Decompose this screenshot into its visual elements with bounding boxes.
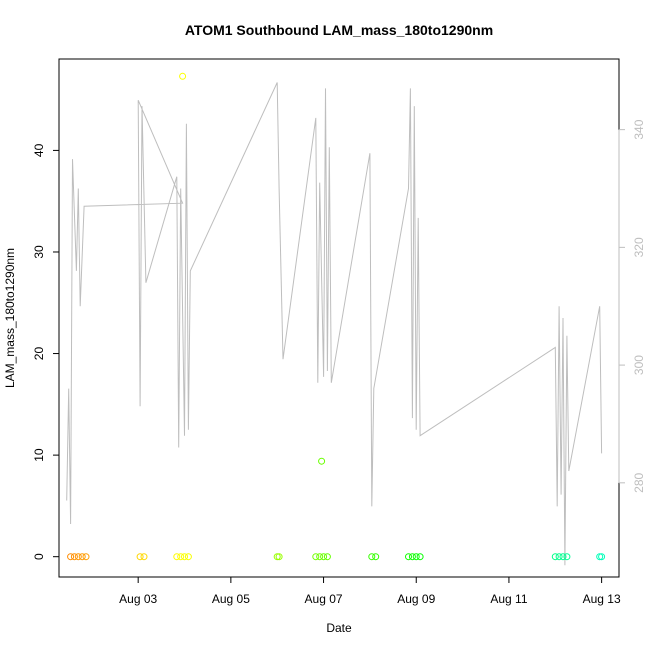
data-point: [179, 72, 187, 80]
chart-title: ATOM1 Southbound LAM_mass_180to1290nm: [185, 22, 493, 38]
data-point: [555, 553, 563, 561]
data-point: [551, 553, 559, 561]
line-series-right-axis: [66, 82, 603, 566]
data-point: [181, 553, 188, 561]
data-point: [408, 553, 416, 561]
data-point: [70, 553, 78, 561]
data-point: [563, 553, 571, 561]
x-axis: Aug 03 Aug 05 Aug 07 Aug 09 Aug 11 Aug 13: [119, 576, 621, 606]
y-axis-label: LAM_mass_180to1290nm: [3, 248, 17, 388]
x-tick-label: Aug 07: [305, 592, 343, 606]
x-tick-label: Aug 03: [119, 592, 157, 606]
y2-axis: 280 300 320 340: [618, 119, 646, 493]
data-point: [275, 553, 283, 561]
data-point: [598, 553, 606, 561]
data-point: [318, 457, 326, 465]
x-tick-label: Aug 11: [490, 592, 527, 606]
data-point: [559, 553, 567, 561]
data-point: [596, 553, 604, 561]
y-tick-label: 10: [32, 448, 46, 462]
data-point: [368, 553, 376, 561]
x-tick-label: Aug 13: [583, 592, 621, 606]
y2-tick-label: 300: [632, 355, 646, 375]
data-point: [184, 553, 192, 561]
y-tick-label: 40: [32, 143, 46, 157]
x-tick-label: Aug 05: [212, 592, 250, 606]
y-tick-label: 30: [32, 245, 46, 259]
scatter-points: [67, 72, 606, 561]
y2-tick-label: 280: [632, 472, 646, 492]
data-point: [312, 553, 320, 561]
data-point: [67, 553, 75, 561]
y-axis: 0 10 20 30 40: [32, 143, 60, 560]
y-tick-label: 20: [32, 347, 46, 361]
data-point: [136, 553, 144, 561]
data-point: [372, 553, 380, 561]
data-point: [78, 553, 86, 561]
data-point: [412, 553, 420, 561]
data-point: [323, 553, 331, 561]
data-point: [316, 553, 324, 561]
x-axis-label: Date: [326, 621, 352, 635]
data-point: [320, 553, 328, 561]
series-line: [66, 82, 603, 566]
data-point: [405, 553, 412, 561]
data-point: [82, 553, 90, 561]
data-point: [140, 553, 148, 561]
y2-tick-label: 320: [632, 237, 646, 257]
data-point: [173, 553, 181, 561]
y2-tick-label: 340: [632, 119, 646, 139]
y-tick-label: 0: [32, 553, 46, 560]
data-point: [416, 553, 424, 561]
data-point: [177, 553, 185, 561]
data-point: [74, 553, 82, 561]
data-point: [273, 553, 281, 561]
x-tick-label: Aug 09: [397, 592, 435, 606]
